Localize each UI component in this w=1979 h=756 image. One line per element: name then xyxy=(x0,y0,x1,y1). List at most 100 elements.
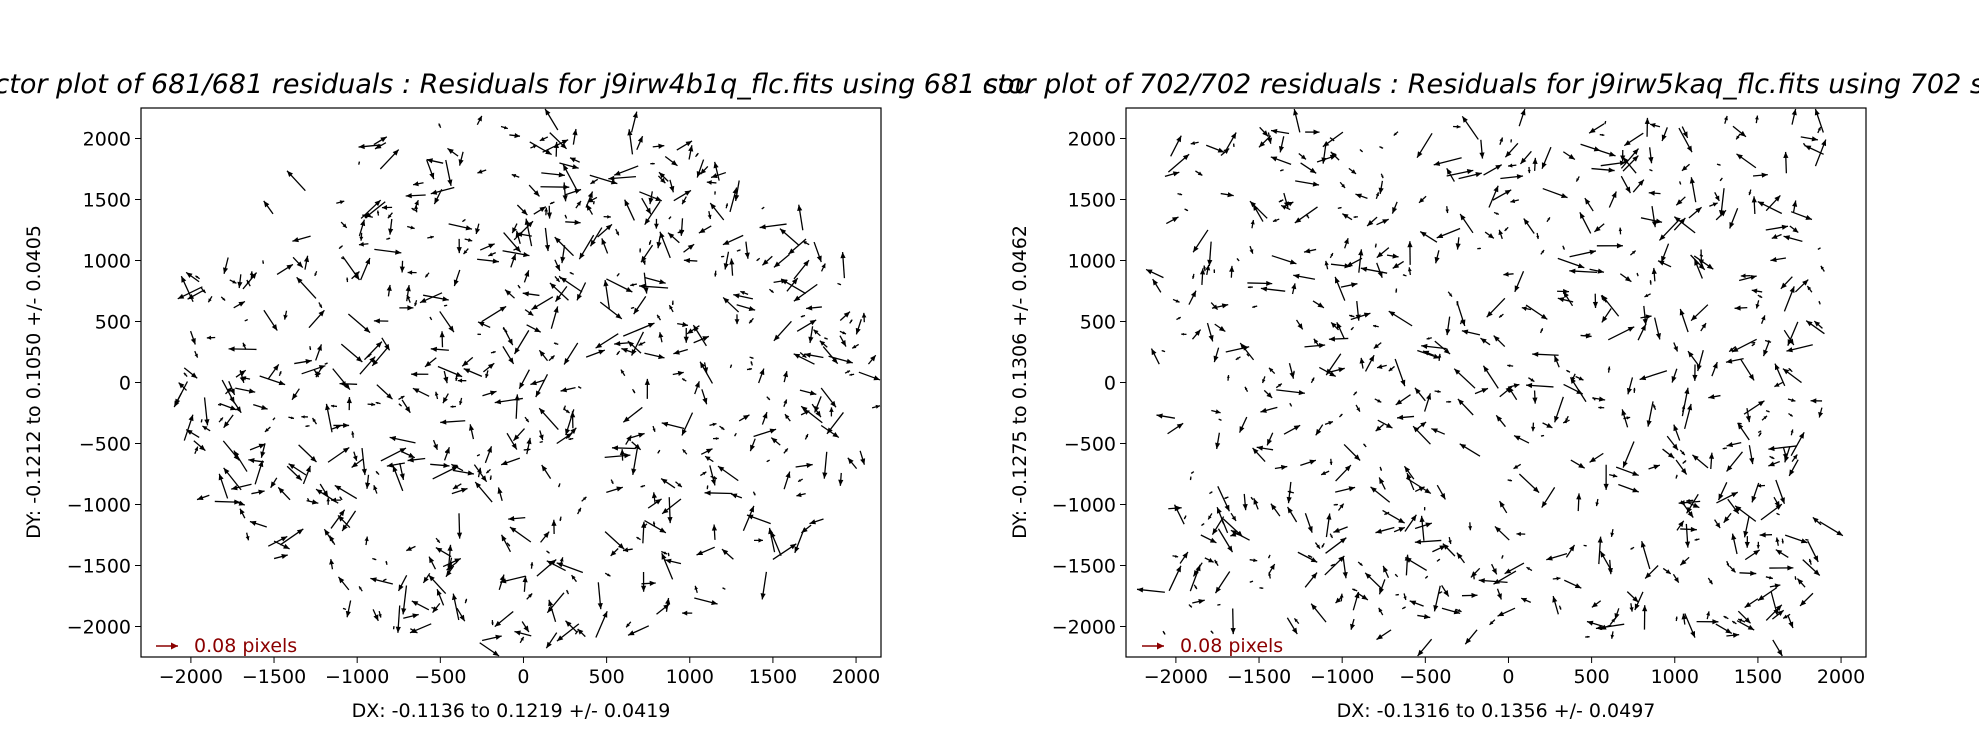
panel-2-key: 0.08 pixels xyxy=(1142,635,1283,657)
residual-arrow xyxy=(362,213,373,219)
residual-arrow xyxy=(574,630,579,635)
residual-arrow xyxy=(608,175,636,181)
residual-arrow xyxy=(1479,139,1485,159)
residual-arrow xyxy=(1325,513,1332,538)
residual-arrow xyxy=(562,164,578,190)
residual-arrow xyxy=(301,415,308,419)
residual-arrow xyxy=(235,387,256,394)
residual-arrow xyxy=(491,619,494,626)
residual-arrow xyxy=(399,462,405,480)
residual-arrow xyxy=(233,300,246,309)
residual-arrow xyxy=(1284,201,1294,207)
residual-arrow xyxy=(611,445,636,451)
residual-arrow xyxy=(373,318,389,324)
residual-arrow xyxy=(183,367,198,379)
residual-arrow xyxy=(1586,620,1606,628)
residual-arrow xyxy=(1546,217,1551,223)
residual-arrow xyxy=(1610,529,1615,537)
residual-arrow xyxy=(1688,206,1703,219)
residual-arrow xyxy=(1305,213,1310,219)
y-tick-label: 1500 xyxy=(83,190,131,212)
residual-arrow xyxy=(459,397,463,406)
residual-arrow xyxy=(380,447,407,462)
residual-arrow xyxy=(414,300,418,307)
y-tick-label: −500 xyxy=(79,434,131,456)
residual-arrow xyxy=(538,407,559,430)
residual-arrow xyxy=(539,136,549,142)
residual-arrow xyxy=(1678,127,1693,153)
residual-arrow xyxy=(302,465,312,485)
residual-arrow xyxy=(1461,329,1481,336)
residual-arrow xyxy=(296,276,317,299)
residual-arrow xyxy=(1714,191,1720,202)
residual-arrow xyxy=(364,536,369,546)
residual-arrow xyxy=(1790,429,1794,436)
residual-arrow xyxy=(696,546,715,556)
residual-arrow xyxy=(1673,217,1686,231)
residual-arrow xyxy=(239,369,245,384)
residual-arrow xyxy=(1689,177,1697,203)
residual-arrow xyxy=(749,356,754,360)
residual-arrow xyxy=(426,159,435,180)
residual-arrow xyxy=(509,132,521,139)
residual-arrow xyxy=(1168,565,1182,592)
residual-arrow xyxy=(516,231,532,238)
residual-arrow xyxy=(849,319,853,324)
residual-arrow xyxy=(710,475,718,480)
residual-arrow xyxy=(1441,607,1461,615)
residual-arrow xyxy=(1698,249,1704,266)
residual-arrow xyxy=(1287,490,1294,494)
residual-arrow xyxy=(1729,208,1739,229)
residual-arrow xyxy=(264,426,271,433)
residual-arrow xyxy=(1802,559,1821,577)
residual-arrow xyxy=(1486,297,1506,318)
residual-arrow xyxy=(1686,493,1699,514)
residual-arrow xyxy=(1267,132,1273,144)
residual-arrow xyxy=(824,337,828,340)
residual-arrow xyxy=(1614,608,1620,620)
residual-arrow xyxy=(1751,196,1757,215)
residual-arrow xyxy=(1384,511,1390,516)
residual-arrow xyxy=(1588,123,1605,134)
residual-arrow xyxy=(518,369,530,390)
residual-arrow xyxy=(721,548,734,560)
residual-arrow xyxy=(630,111,638,133)
residual-arrow xyxy=(1253,498,1259,510)
residual-arrow xyxy=(504,289,515,299)
residual-arrow xyxy=(1760,315,1766,325)
residual-arrow xyxy=(756,257,761,262)
residual-arrow xyxy=(773,253,790,268)
residual-arrow xyxy=(1802,142,1807,147)
residual-arrow xyxy=(1799,592,1814,607)
residual-arrow xyxy=(374,142,387,150)
residual-arrow xyxy=(560,276,583,293)
residual-arrow xyxy=(1396,414,1415,420)
residual-arrow xyxy=(1618,227,1623,235)
residual-arrow xyxy=(1252,447,1266,463)
residual-arrow xyxy=(500,534,512,553)
residual-arrow xyxy=(1562,419,1570,424)
residual-arrow xyxy=(1622,156,1637,174)
residual-arrow xyxy=(1403,593,1407,601)
residual-arrow xyxy=(474,481,493,503)
residual-arrow xyxy=(1256,445,1274,451)
residual-arrow xyxy=(1200,534,1217,544)
residual-arrow xyxy=(193,440,206,452)
residual-arrow xyxy=(510,253,517,268)
residual-arrow xyxy=(1247,285,1253,289)
residual-arrow xyxy=(819,340,828,348)
residual-arrow xyxy=(1395,394,1411,406)
residual-arrow xyxy=(1230,608,1236,635)
residual-arrow xyxy=(1600,295,1607,303)
residual-arrow xyxy=(826,412,844,435)
residual-arrow xyxy=(1456,301,1466,327)
residual-arrow xyxy=(1342,557,1348,579)
residual-arrow xyxy=(1374,398,1382,403)
residual-arrow xyxy=(667,497,673,524)
x-tick-label: 2000 xyxy=(1817,666,1865,688)
residual-arrow xyxy=(704,490,733,496)
residual-arrow xyxy=(1214,559,1219,567)
residual-arrow xyxy=(360,257,371,281)
residual-arrow xyxy=(488,252,497,257)
